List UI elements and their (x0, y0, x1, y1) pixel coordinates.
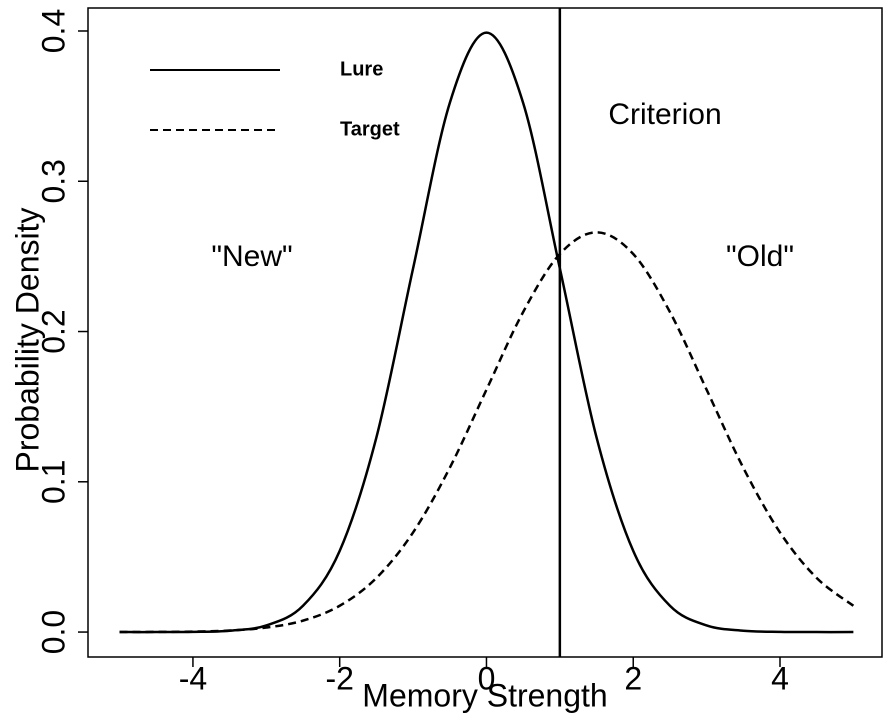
line (119, 231, 855, 634)
y-tick-label: 0.4 (35, 9, 71, 53)
y-axis-label: Probability Density (9, 208, 45, 473)
x-axis-label: Memory Strength (362, 677, 607, 713)
y-tick-label: 0.2 (35, 309, 71, 353)
x-tick-label: -2 (325, 660, 353, 696)
x-tick-label: 0 (478, 660, 496, 696)
x-tick-label: -4 (179, 660, 207, 696)
x-tick-label: 2 (624, 660, 642, 696)
plot-frame (87, 7, 883, 658)
annotation: Criterion (608, 98, 721, 131)
legend-label: Target (340, 118, 400, 140)
y-tick-label: 0.1 (35, 460, 71, 504)
line (119, 31, 854, 634)
x-tick-label: 4 (771, 660, 789, 696)
y-tick-label: 0.0 (35, 610, 71, 654)
y-tick-label: 0.3 (35, 159, 71, 203)
legend-label: Lure (340, 58, 383, 80)
annotation: "New" (211, 240, 292, 273)
annotation: "Old" (726, 240, 794, 273)
